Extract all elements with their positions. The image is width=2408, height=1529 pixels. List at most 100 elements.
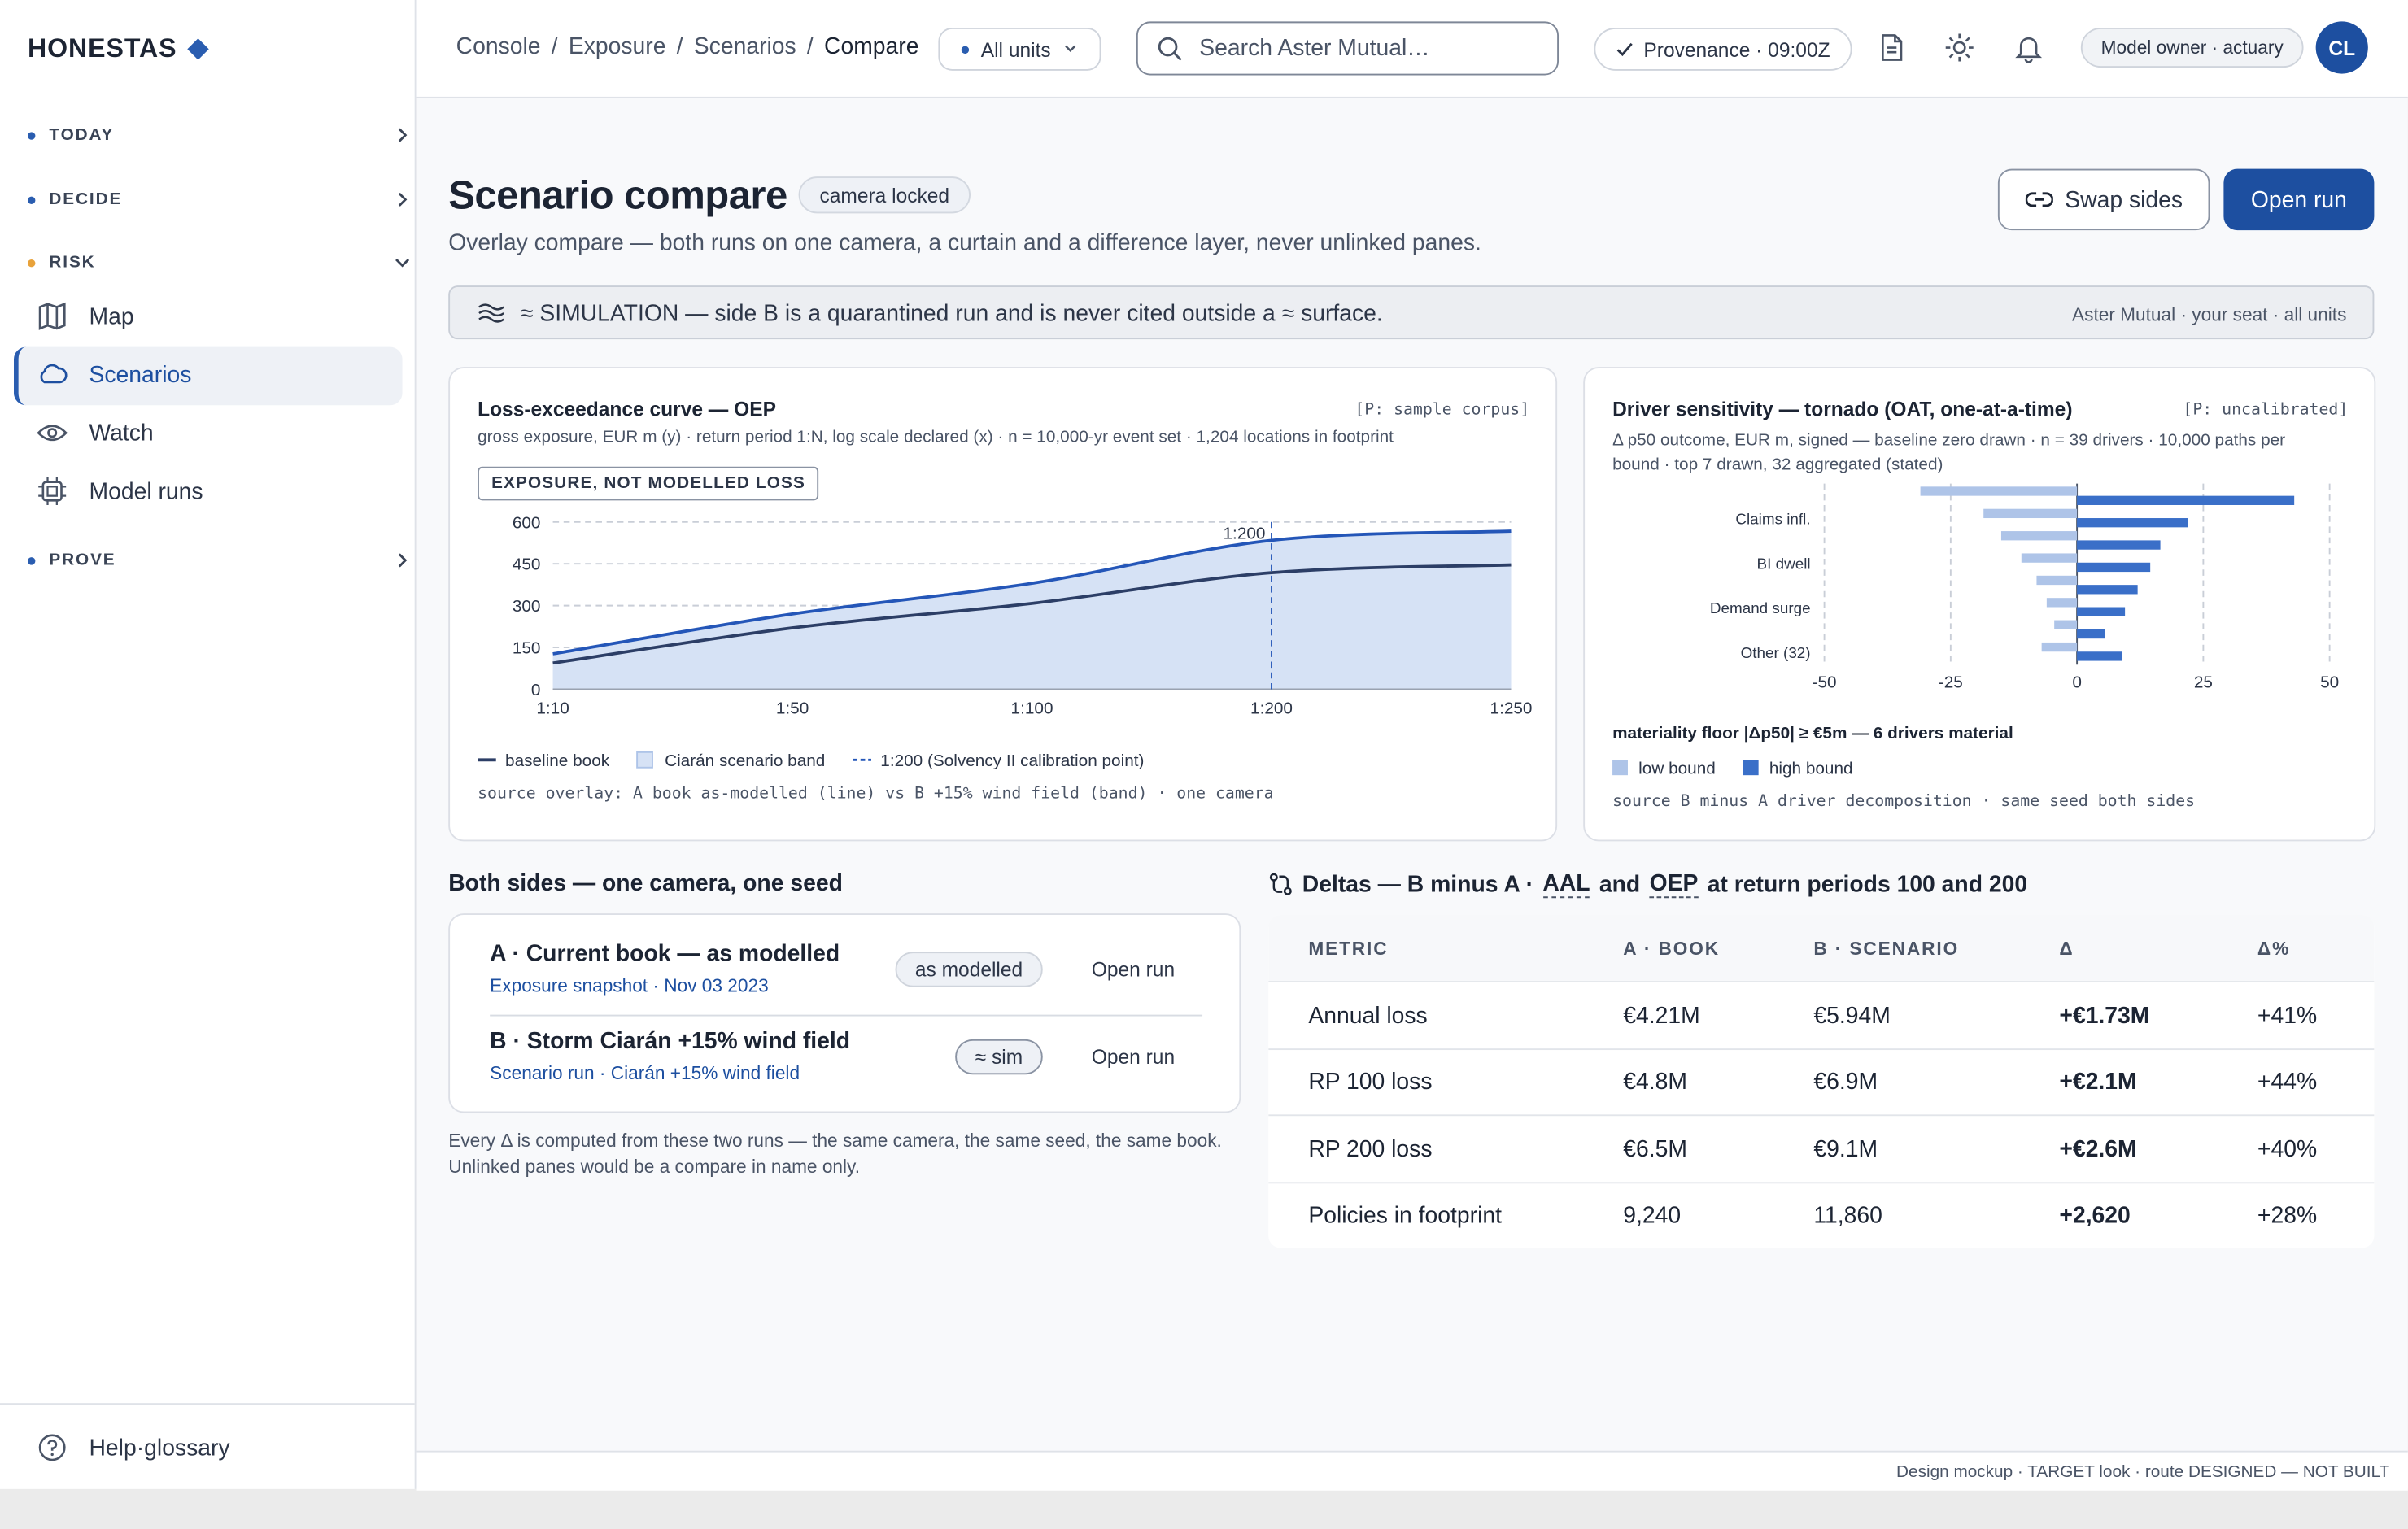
help-label[interactable]: Help·glossary	[89, 1434, 230, 1461]
lock-badge: camera locked	[798, 176, 971, 214]
topbar: Console / Exposure / Scenarios / Compare All u…	[416, 0, 2408, 98]
nav-section[interactable]: PROVE	[27, 551, 408, 570]
table-row: Annual loss €4.21M €5.94M +€1.73M +41%	[1268, 981, 2375, 1048]
avatar[interactable]: CL	[2315, 21, 2368, 74]
y-tick-label: 300	[513, 597, 541, 616]
units-label[interactable]: All units	[980, 37, 1051, 61]
loss-curve-chart: 0 150 300 450 600 1:10 1:50 1:100 1:200 1:250 1:20…	[478, 513, 1532, 770]
nav-section[interactable]: RISK	[27, 253, 410, 272]
brand-name: HONESTAS	[27, 33, 177, 63]
swap-label[interactable]: Swap sides	[2065, 186, 2183, 213]
chart-subtitle: Δ p50 outcome, EUR m, signed — baseline …	[1612, 431, 2286, 475]
nav-section-label[interactable]: PROVE	[49, 551, 116, 570]
deltas-table: METRIC A · BOOK B · SCENARIO Δ Δ% Annual loss…	[1268, 914, 2375, 1248]
table-cell: Policies in footprint	[1308, 1202, 1502, 1229]
chevron	[398, 192, 408, 207]
y-tick-label: BI dwell	[1757, 555, 1811, 572]
table-cell: +28%	[2257, 1202, 2318, 1229]
x-tick-label: -50	[1813, 673, 1837, 692]
nav-item-label[interactable]: Watch	[89, 420, 154, 447]
provenance-chip[interactable]: Provenance · 09:00Z	[1594, 27, 1852, 71]
help-link[interactable]: Help·glossary	[37, 1432, 230, 1463]
link-icon	[2025, 192, 2053, 207]
nav-item-label[interactable]: Map	[89, 303, 134, 329]
bar	[2077, 495, 2295, 505]
check-icon	[1617, 42, 1634, 57]
nav-section-label[interactable]: TODAY	[49, 125, 115, 145]
section-heading: Both sides — one camera, one seed	[448, 870, 843, 897]
table-row: Policies in footprint 9,240 11,860 +2,620 +2…	[1268, 1181, 2375, 1248]
glossary-term[interactable]: AAL	[1542, 870, 1590, 899]
bar	[2077, 585, 2138, 595]
banner-text: ≈ SIMULATION — side B is a quarantined r…	[520, 300, 1383, 328]
chip-icon	[38, 477, 67, 505]
chart-badge: EXPOSURE, NOT MODELLED LOSS	[478, 466, 819, 501]
nav-section-label[interactable]: RISK	[49, 253, 96, 272]
tornado-chart: -50 -25 0 25 50 Claims infl. BI dwell Demand su…	[1612, 483, 2339, 778]
avatar-initials[interactable]: CL	[2328, 36, 2356, 59]
nav-item-label[interactable]: Scenarios	[89, 361, 192, 388]
nav-item[interactable]: Map	[37, 301, 134, 332]
search-placeholder[interactable]: Search Aster Mutual…	[1199, 35, 1430, 62]
legend-label: 1:200 (Solvency II calibration point)	[880, 751, 1144, 770]
run-divider	[490, 1014, 1203, 1017]
glossary-term[interactable]: OEP	[1649, 870, 1699, 899]
simulation-banner: ≈ SIMULATION — side B is a quarantined r…	[448, 285, 2375, 340]
search-box[interactable]: Search Aster Mutual…	[1136, 21, 1560, 76]
units-select[interactable]: All units	[938, 27, 1101, 71]
role-label[interactable]: Model owner · actuary	[2100, 37, 2284, 59]
run-badge-label: ≈ sim	[975, 1045, 1023, 1069]
x-tick-label: 50	[2320, 673, 2339, 692]
legend-label: high bound	[1769, 759, 1853, 778]
help-icon	[38, 1434, 66, 1461]
legend-swatch	[1743, 760, 1759, 776]
nav-item[interactable]: Model runs	[37, 476, 203, 507]
bell-icon[interactable]	[2013, 33, 2044, 63]
breadcrumb-item[interactable]: Console	[456, 33, 541, 60]
nav-item-label[interactable]: Model runs	[89, 477, 203, 505]
map-icon	[38, 302, 66, 330]
breadcrumb-separator: /	[806, 33, 814, 60]
bar	[2036, 575, 2078, 586]
nav-section[interactable]: DECIDE	[27, 190, 408, 209]
breadcrumb-item[interactable]: Exposure	[568, 33, 666, 60]
band-area	[552, 531, 1512, 690]
compare-icon	[1269, 873, 1292, 895]
search-icon	[1158, 36, 1182, 60]
y-tick-label: 600	[513, 513, 541, 532]
chart-note: materiality floor |Δp50| ≥ €5m — 6 drive…	[1612, 724, 2013, 743]
provenance-label[interactable]: Provenance · 09:00Z	[1643, 37, 1830, 61]
sides-card: A · Current book — as modelled Exposure s…	[448, 913, 1241, 1113]
x-tick-label: 1:100	[1011, 699, 1054, 718]
heading-lead: Deltas — B minus A ·	[1302, 871, 1534, 898]
document-icon[interactable]	[1877, 33, 1908, 63]
chart-badge-label: EXPOSURE, NOT MODELLED LOSS	[491, 474, 806, 493]
table-cell: RP 200 loss	[1308, 1135, 1433, 1162]
run-badge: as modelled	[895, 952, 1043, 987]
nav-item-active[interactable]: Scenarios	[37, 359, 191, 390]
bar	[2077, 651, 2123, 661]
lock-badge-label: camera locked	[819, 183, 950, 207]
y-tick-label: Claims infl.	[1735, 511, 1810, 528]
run-subtitle: Exposure snapshot · Nov 03 2023	[490, 974, 769, 996]
y-tick-label: Demand surge	[1710, 599, 1811, 616]
run-action[interactable]: Open run	[1091, 957, 1176, 982]
swap-button[interactable]: Swap sides	[1997, 168, 2210, 231]
nav-section[interactable]: TODAY	[27, 125, 408, 145]
chart-title: Loss-exceedance curve — OEP	[478, 397, 776, 421]
table-cell: +2,620	[2059, 1202, 2131, 1229]
role-chip[interactable]: Model owner · actuary	[2080, 27, 2304, 68]
bar	[2054, 620, 2078, 629]
calibration-label: 1:200	[1224, 525, 1266, 543]
nav-section-label[interactable]: DECIDE	[49, 190, 123, 209]
nav-item[interactable]: Watch	[37, 417, 154, 448]
open-run-button[interactable]: Open run	[2223, 168, 2375, 231]
x-tick-label: 1:50	[776, 699, 809, 718]
run-action[interactable]: Open run	[1091, 1045, 1176, 1069]
breadcrumb-separator: /	[676, 33, 683, 60]
chevron	[398, 128, 408, 142]
breadcrumb-item[interactable]: Scenarios	[693, 33, 796, 60]
sidebar: HONESTAS TODAY DECIDE RISK Map Scenarios…	[0, 0, 417, 1489]
open-run-label[interactable]: Open run	[2250, 186, 2347, 213]
theme-icon[interactable]	[1944, 33, 1975, 63]
